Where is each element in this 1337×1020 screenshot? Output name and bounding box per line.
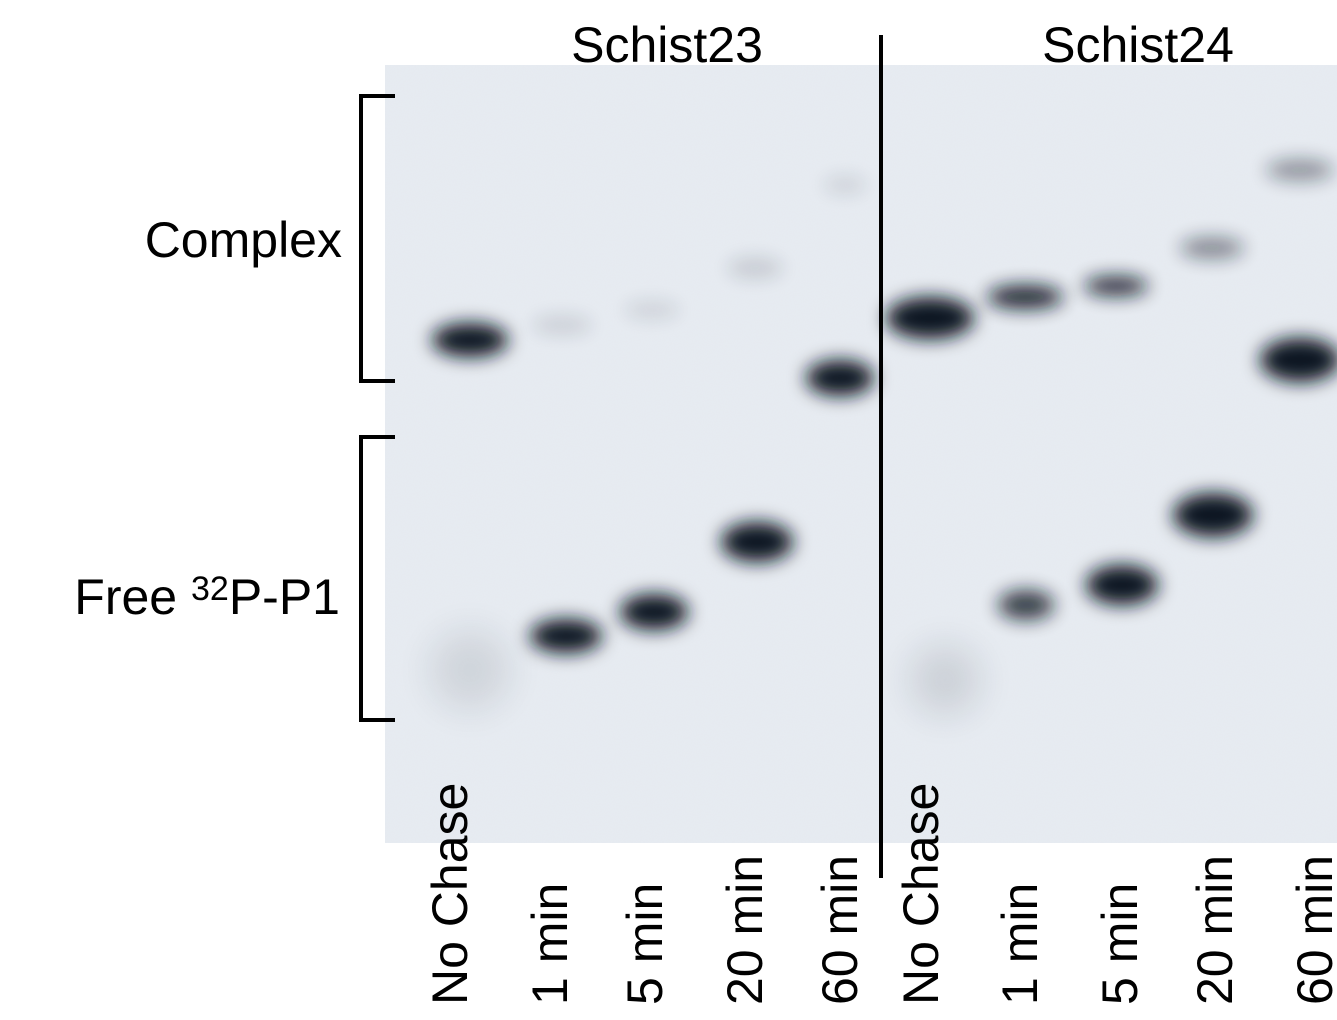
band: [886, 297, 974, 339]
lane-label: 5 min: [617, 883, 673, 1005]
lane-label: 1 min: [992, 883, 1048, 1005]
lane-label: 60 min: [1287, 855, 1337, 1005]
lane-label: 20 min: [1187, 855, 1243, 1005]
band: [530, 619, 602, 653]
band: [806, 360, 874, 396]
bracket: [359, 435, 395, 722]
band: [620, 594, 688, 630]
lane-label: 5 min: [1092, 883, 1148, 1005]
smear: [910, 645, 980, 715]
smear: [430, 630, 510, 710]
lane-label: No Chase: [422, 783, 478, 1005]
band: [998, 590, 1054, 620]
gel-noise: [385, 65, 1337, 843]
bracket: [359, 94, 395, 383]
superscript: 32: [191, 570, 229, 608]
label-part: P-P1: [229, 569, 340, 625]
band: [1086, 565, 1158, 605]
bands: [430, 159, 1337, 715]
lane-label: 60 min: [812, 855, 868, 1005]
band: [1260, 338, 1337, 382]
lane-labels: No Chase 1 min 5 min 20 min 60 min No Ch…: [422, 783, 1337, 1005]
label-part: Free: [74, 569, 191, 625]
lane-label: No Chase: [893, 783, 949, 1005]
band: [1266, 159, 1334, 181]
band: [1180, 237, 1244, 259]
band: [1173, 493, 1253, 537]
band: [1084, 276, 1148, 296]
band: [624, 300, 680, 320]
lane-label: 1 min: [522, 883, 578, 1005]
group-title: Schist23: [571, 17, 763, 73]
band: [823, 175, 867, 195]
group-title: Schist24: [1042, 17, 1234, 73]
band: [987, 285, 1063, 309]
band: [721, 522, 793, 562]
band: [432, 323, 508, 357]
lane-label: 20 min: [717, 855, 773, 1005]
band: [727, 257, 783, 279]
row-label: Complex: [145, 212, 342, 268]
band: [532, 315, 592, 335]
row-label: Free 32P-P1: [74, 569, 340, 625]
